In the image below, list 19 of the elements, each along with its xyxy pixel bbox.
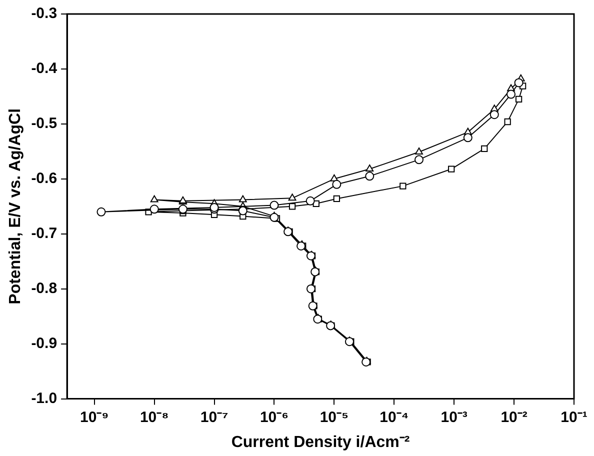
y-tick-label: -0.3 [31,5,58,22]
x-axis-title: Current Density i/Acm⁻² [231,434,410,451]
y-tick-label: -0.6 [31,170,58,188]
x-tick-label: 10⁻⁴ [380,408,409,426]
y-axis-title: Potential, E/V vs. Ag/AgCl [7,108,24,304]
x-tick-label: 10⁻⁵ [320,408,349,426]
x-tick-label: 10⁻¹ [560,408,588,426]
y-tick-label: -0.8 [31,280,58,297]
y-tick-label: -0.4 [31,60,58,78]
x-tick-label: 10⁻⁶ [260,408,289,426]
y-tick-label: -0.9 [31,334,58,352]
x-tick-label: 10⁻⁷ [200,408,228,426]
x-tick-label: 10⁻⁸ [140,408,169,426]
x-tick-label: 10⁻⁹ [80,408,109,426]
x-tick-label: 10⁻² [500,408,528,426]
y-tick-label: -0.7 [31,225,58,242]
y-tick-label: -1.0 [31,390,58,407]
y-tick-label: -0.5 [31,115,58,132]
x-tick-label: 10⁻³ [440,408,468,426]
